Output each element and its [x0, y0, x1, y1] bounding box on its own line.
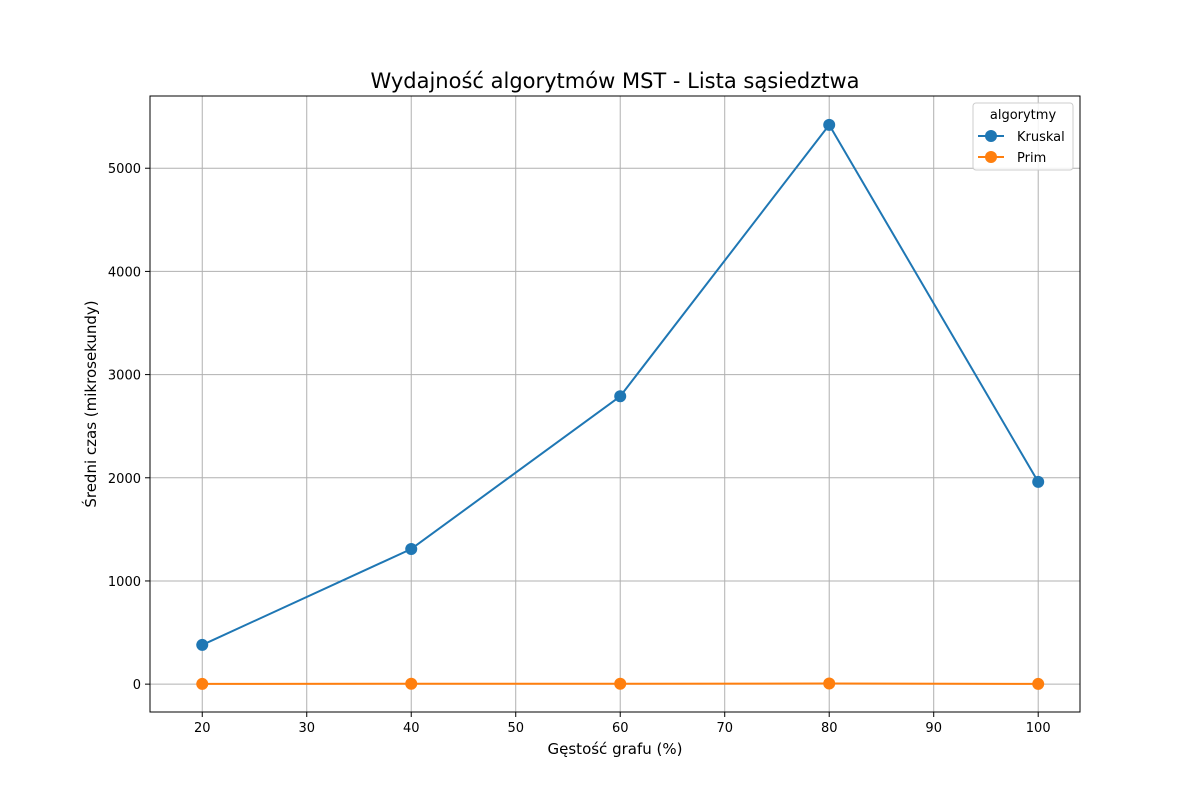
series-prim [196, 677, 1045, 690]
x-tick-label: 90 [925, 721, 942, 736]
x-tick-label: 30 [298, 721, 315, 736]
x-tick-label: 20 [194, 721, 211, 736]
data-point-prim [1032, 677, 1045, 690]
legend-marker-prim [985, 151, 997, 163]
data-point-kruskal [614, 390, 627, 403]
y-tick-label: 3000 [108, 369, 141, 384]
legend-entry-kruskal: Kruskal [978, 130, 1065, 145]
x-tick-label: 80 [821, 721, 838, 736]
data-point-kruskal [405, 542, 418, 555]
x-tick-label: 40 [403, 721, 420, 736]
x-tick-label: 60 [612, 721, 629, 736]
legend-box [972, 102, 1074, 171]
y-tick-label: 5000 [108, 162, 141, 177]
y-tick-label: 4000 [108, 265, 141, 280]
x-tick-label: 50 [507, 721, 524, 736]
x-tick-label: 70 [716, 721, 733, 736]
y-tick-label: 1000 [108, 575, 141, 590]
data-point-prim [614, 677, 627, 690]
y-tick-label: 0 [133, 678, 141, 693]
chart-title: Wydajność algorytmów MST - Lista sąsiedz… [370, 69, 859, 93]
y-tick-label: 2000 [108, 472, 141, 487]
data-point-prim [405, 677, 418, 690]
data-point-prim [823, 677, 836, 690]
legend-label-prim: Prim [1017, 151, 1046, 166]
legend: algorytmy Kruskal Prim [972, 102, 1074, 171]
data-point-kruskal [196, 638, 209, 651]
legend-label-kruskal: Kruskal [1017, 130, 1065, 145]
plot-frame [149, 95, 1081, 713]
y-axis-label: Średni czas (mikrosekundy) [81, 300, 100, 507]
data-point-prim [196, 677, 209, 690]
legend-entry-prim: Prim [978, 151, 1046, 166]
x-tick-label: 100 [1026, 721, 1051, 736]
data-point-kruskal [823, 118, 836, 131]
data-point-kruskal [1032, 475, 1045, 488]
plot-series [196, 118, 1045, 690]
legend-marker-kruskal [985, 130, 997, 142]
legend-entries: Kruskal Prim [978, 130, 1065, 166]
grid-lines [150, 96, 1080, 712]
series-kruskal [196, 118, 1045, 651]
x-axis-label: Gęstość grafu (%) [548, 740, 683, 758]
legend-title: algorytmy [990, 108, 1057, 123]
